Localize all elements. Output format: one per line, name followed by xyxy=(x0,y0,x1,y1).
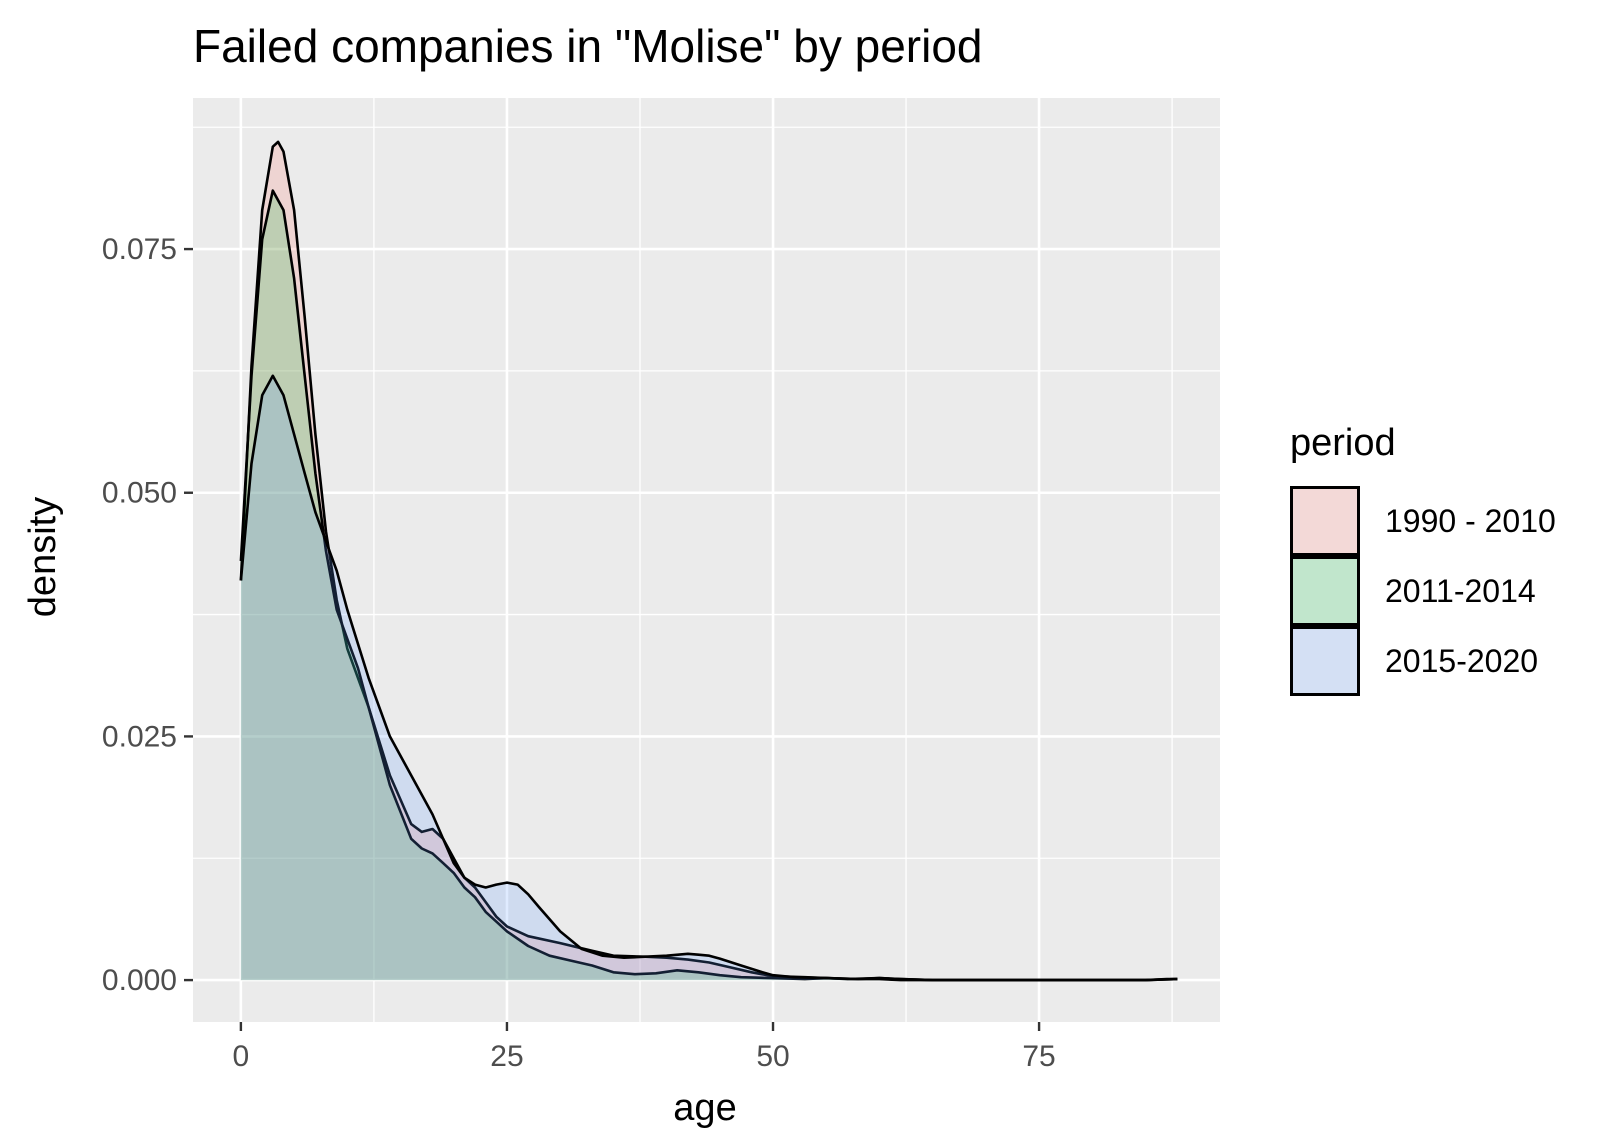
density-areas xyxy=(239,140,1178,982)
legend-label: 1990 - 2010 xyxy=(1385,503,1556,539)
density-line-series-3 xyxy=(239,374,1178,982)
density-area-series-1 xyxy=(240,141,1178,981)
legend-label: 2015-2020 xyxy=(1385,643,1538,679)
y-axis: 0.000 0.025 0.050 0.075 xyxy=(102,233,193,997)
y-tick-label: 0.025 xyxy=(102,720,177,753)
x-axis-title: age xyxy=(673,1087,736,1129)
y-tick-label: 0.000 xyxy=(102,964,177,997)
legend-key-swatch xyxy=(1290,626,1360,696)
legend-key-swatch xyxy=(1290,556,1360,626)
legend: period 1990 - 2010 2011-2014 2015-2020 xyxy=(1290,422,1556,696)
density-area-series-3 xyxy=(240,375,1178,981)
x-tick-label: 0 xyxy=(233,1040,250,1073)
y-tick-label: 0.050 xyxy=(102,477,177,510)
legend-key-swatch xyxy=(1290,486,1360,556)
y-tick-label: 0.075 xyxy=(102,233,177,266)
y-axis-title: density xyxy=(22,497,64,617)
major-gridlines xyxy=(193,98,1220,1022)
legend-key-background xyxy=(1290,626,1360,696)
legend-key-background xyxy=(1290,486,1360,556)
plot-panel xyxy=(193,98,1220,1022)
x-axis: 0 25 50 75 xyxy=(233,1022,1056,1073)
legend-title: period xyxy=(1290,422,1396,464)
legend-key-background xyxy=(1290,556,1360,626)
minor-gridlines xyxy=(193,98,1220,1022)
chart-title: Failed companies in "Molise" by period xyxy=(193,20,982,72)
density-area-series-2 xyxy=(240,190,1178,981)
x-tick-label: 25 xyxy=(490,1040,523,1073)
legend-label: 2011-2014 xyxy=(1385,573,1536,609)
x-tick-label: 75 xyxy=(1022,1040,1055,1073)
x-tick-label: 50 xyxy=(756,1040,789,1073)
